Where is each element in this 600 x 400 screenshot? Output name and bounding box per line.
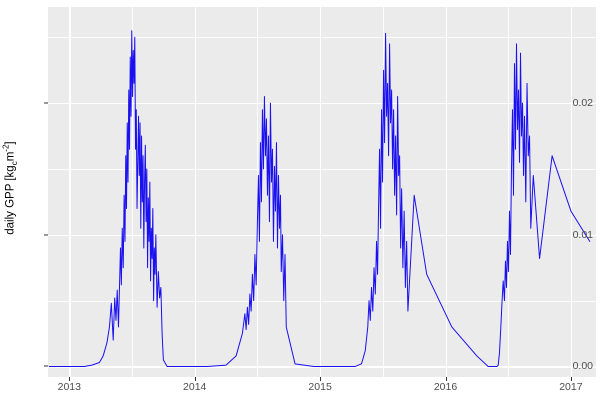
- y-axis-title-subscript: c: [10, 161, 20, 166]
- series-polyline: [48, 30, 591, 367]
- gridline-major-vertical: [194, 7, 196, 377]
- x-axis-tick-label: 2015: [308, 381, 332, 393]
- gridline-major-vertical: [445, 7, 447, 377]
- gridline-major-vertical: [320, 7, 322, 377]
- y-axis-tick-label: 0.01: [572, 228, 593, 241]
- x-axis-tick-mark: [69, 377, 71, 381]
- gridline-major-horizontal: [48, 366, 596, 368]
- gridline-minor-horizontal: [48, 168, 596, 170]
- gridline-major-vertical: [69, 7, 71, 377]
- y-axis-tick-label: 0.00: [572, 360, 593, 373]
- x-axis-tick-mark: [320, 377, 322, 381]
- x-axis-tick-label: 2013: [57, 381, 81, 393]
- x-axis-tick-label: 2017: [559, 381, 583, 393]
- y-axis-title-superscript: -2: [1, 145, 11, 153]
- x-axis-tick-mark: [570, 377, 572, 381]
- gridline-major-vertical: [570, 7, 573, 377]
- plot-panel: [48, 7, 596, 377]
- gridline-minor-vertical: [132, 7, 133, 377]
- y-axis-tick-mark: [44, 234, 48, 236]
- y-axis-tick-mark: [44, 102, 48, 104]
- gridline-minor-vertical: [508, 7, 509, 377]
- y-axis-title-text: daily GPP [kgcm-2]: [1, 141, 20, 236]
- gridline-minor-horizontal: [48, 300, 596, 302]
- gridline-major-horizontal: [48, 103, 596, 105]
- x-axis-tick-mark: [445, 377, 447, 381]
- y-axis-title: daily GPP [kgcm-2]: [0, 0, 22, 377]
- x-axis-tick-mark: [194, 377, 196, 381]
- gridline-major-horizontal: [48, 234, 596, 237]
- x-axis-tick-label: 2016: [433, 381, 458, 393]
- y-axis-tick-mark: [44, 365, 48, 367]
- x-axis-tick-label: 2014: [183, 381, 207, 393]
- series-line-daily-gpp: [48, 30, 591, 367]
- gridline-minor-vertical: [382, 7, 384, 377]
- y-axis-tick-label: 0.02: [572, 96, 593, 109]
- gridline-minor-horizontal: [48, 37, 596, 38]
